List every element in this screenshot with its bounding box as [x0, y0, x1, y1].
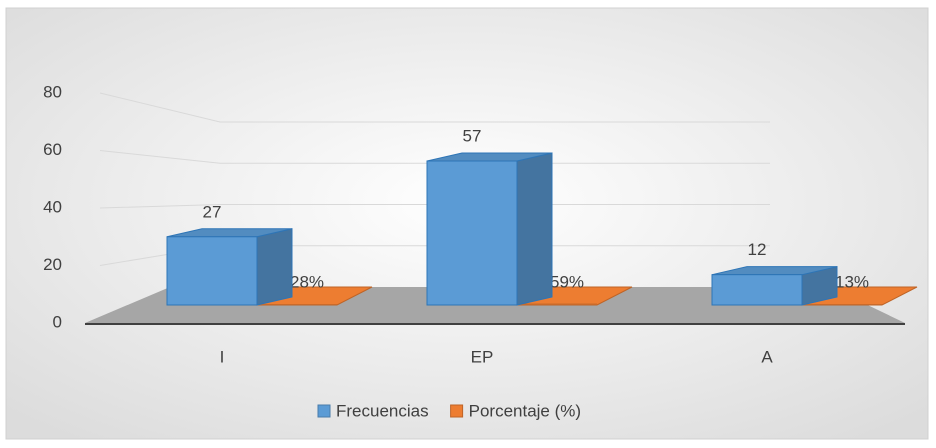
bar-front	[257, 304, 337, 305]
x-tick-label: EP	[471, 347, 494, 366]
y-tick-label: 40	[43, 197, 62, 216]
grid-line	[99, 150, 770, 164]
bar-side	[516, 152, 553, 306]
y-tick-label: 80	[43, 82, 62, 101]
bar	[166, 236, 258, 306]
y-tick-label: 20	[43, 255, 62, 274]
bar	[426, 160, 518, 306]
legend-label: Porcentaje (%)	[469, 401, 581, 420]
x-tick-label: A	[761, 347, 773, 366]
grid-line	[99, 204, 770, 209]
data-label: 28%	[290, 272, 324, 291]
data-label: 12	[748, 240, 767, 259]
bar-side	[256, 228, 293, 306]
grid-line	[99, 92, 770, 123]
bar-front	[517, 303, 597, 305]
y-tick-label: 0	[53, 312, 62, 331]
data-label: 13%	[835, 272, 869, 291]
x-tick-label: I	[220, 347, 225, 366]
bar	[711, 274, 803, 306]
legend-label: Frecuencias	[336, 401, 429, 420]
data-label: 59%	[550, 272, 584, 291]
bar-front	[802, 304, 882, 305]
data-label: 57	[463, 126, 482, 145]
data-label: 27	[203, 202, 222, 221]
y-tick-label: 60	[43, 140, 62, 159]
legend-swatch	[317, 404, 331, 418]
legend-swatch	[450, 404, 464, 418]
